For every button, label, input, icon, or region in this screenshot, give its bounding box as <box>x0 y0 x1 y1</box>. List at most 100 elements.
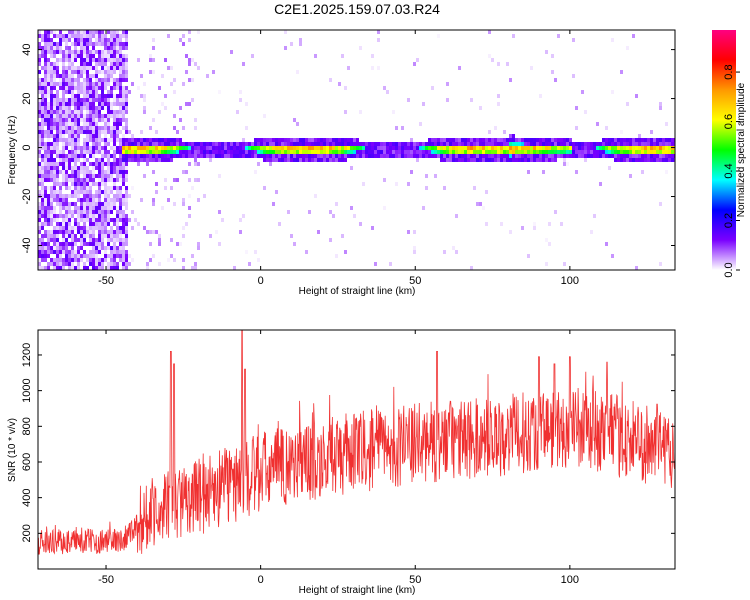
heatmap-cell <box>242 150 245 154</box>
heatmap-cell <box>86 138 89 142</box>
heatmap-cell <box>191 146 194 150</box>
heatmap-cell <box>41 46 44 50</box>
heatmap-cell <box>152 154 155 158</box>
heatmap-cell <box>77 186 80 190</box>
heatmap-cell <box>359 222 362 226</box>
heatmap-cell <box>77 254 80 258</box>
heatmap-cell <box>272 138 275 142</box>
heatmap-cell <box>344 110 347 114</box>
heatmap-cell <box>74 34 77 38</box>
heatmap-y-tick: 0 <box>21 144 675 151</box>
heatmap-cell <box>116 222 119 226</box>
heatmap-cell <box>323 142 326 146</box>
heatmap-cell <box>80 206 83 210</box>
heatmap-cell <box>125 122 128 126</box>
heatmap-cell <box>59 266 62 270</box>
heatmap-cell <box>44 170 47 174</box>
heatmap-cell <box>59 138 62 142</box>
heatmap-cell <box>653 158 656 162</box>
heatmap-cell <box>635 266 638 270</box>
heatmap-cell <box>137 58 140 62</box>
heatmap-cell <box>452 154 455 158</box>
heatmap-cell <box>161 150 164 154</box>
heatmap-cell <box>122 238 125 242</box>
heatmap-cell <box>347 66 350 70</box>
heatmap-cell <box>497 94 500 98</box>
heatmap-cell <box>62 78 65 82</box>
heatmap-cell <box>296 146 299 150</box>
heatmap-cell <box>260 142 263 146</box>
heatmap-cell <box>74 78 77 82</box>
heatmap-cell <box>68 178 71 182</box>
heatmap-cell <box>56 122 59 126</box>
heatmap-cell <box>209 234 212 238</box>
heatmap-cell <box>83 198 86 202</box>
heatmap-cell <box>47 42 50 46</box>
heatmap-cell <box>350 154 353 158</box>
heatmap-cell <box>131 158 134 162</box>
heatmap-cell <box>65 198 68 202</box>
heatmap-cell <box>110 202 113 206</box>
heatmap-cell <box>419 150 422 154</box>
heatmap-cell <box>101 30 104 34</box>
heatmap-cell <box>329 142 332 146</box>
heatmap-cell <box>470 142 473 146</box>
heatmap-cell <box>89 126 92 130</box>
heatmap-cell <box>443 250 446 254</box>
heatmap-cell <box>431 154 434 158</box>
heatmap-cell <box>296 150 299 154</box>
heatmap-cell <box>458 142 461 146</box>
heatmap-cell <box>323 154 326 158</box>
heatmap-cell <box>92 198 95 202</box>
heatmap-cell <box>122 34 125 38</box>
snr-x-ticks: -50 0 50 100 <box>98 330 579 586</box>
heatmap-cell <box>65 202 68 206</box>
heatmap-cell <box>347 138 350 142</box>
heatmap-cell <box>50 114 53 118</box>
heatmap-cell <box>83 202 86 206</box>
heatmap-cell <box>65 90 68 94</box>
heatmap-cell <box>398 146 401 150</box>
heatmap-cell <box>71 182 74 186</box>
heatmap-cell <box>641 138 644 142</box>
heatmap-cell <box>149 58 152 62</box>
heatmap-cell <box>104 86 107 90</box>
heatmap-cell <box>125 150 128 154</box>
heatmap-cell <box>488 54 491 58</box>
heatmap-cell <box>86 78 89 82</box>
snr-y-axis-label: SNR (10 * v/v) <box>7 418 18 482</box>
heatmap-cell <box>122 66 125 70</box>
heatmap-cell <box>71 138 74 142</box>
heatmap-cell <box>257 138 260 142</box>
heatmap-cell <box>89 106 92 110</box>
heatmap-cell <box>533 158 536 162</box>
heatmap-cell <box>80 126 83 130</box>
heatmap-cell <box>122 78 125 82</box>
heatmap-cell <box>317 230 320 234</box>
heatmap-cell <box>113 254 116 258</box>
heatmap-cell <box>116 266 119 270</box>
heatmap-cell <box>350 166 353 170</box>
heatmap-cell <box>260 154 263 158</box>
heatmap-cell <box>92 258 95 262</box>
heatmap-cell <box>125 258 128 262</box>
heatmap-cell <box>149 150 152 154</box>
heatmap-cell <box>89 114 92 118</box>
heatmap-cell <box>104 78 107 82</box>
heatmap-cell <box>56 190 59 194</box>
heatmap-cell <box>152 158 155 162</box>
heatmap-cell <box>80 62 83 66</box>
heatmap-cell <box>164 154 167 158</box>
heatmap-cell <box>290 42 293 46</box>
heatmap-cell <box>110 54 113 58</box>
heatmap-cell <box>215 146 218 150</box>
heatmap-cell <box>134 142 137 146</box>
heatmap-cell <box>377 154 380 158</box>
heatmap-cell <box>620 150 623 154</box>
heatmap-cell <box>119 218 122 222</box>
heatmap-cell <box>74 174 77 178</box>
heatmap-cell <box>149 138 152 142</box>
heatmap-cell <box>479 154 482 158</box>
heatmap-cell <box>65 222 68 226</box>
